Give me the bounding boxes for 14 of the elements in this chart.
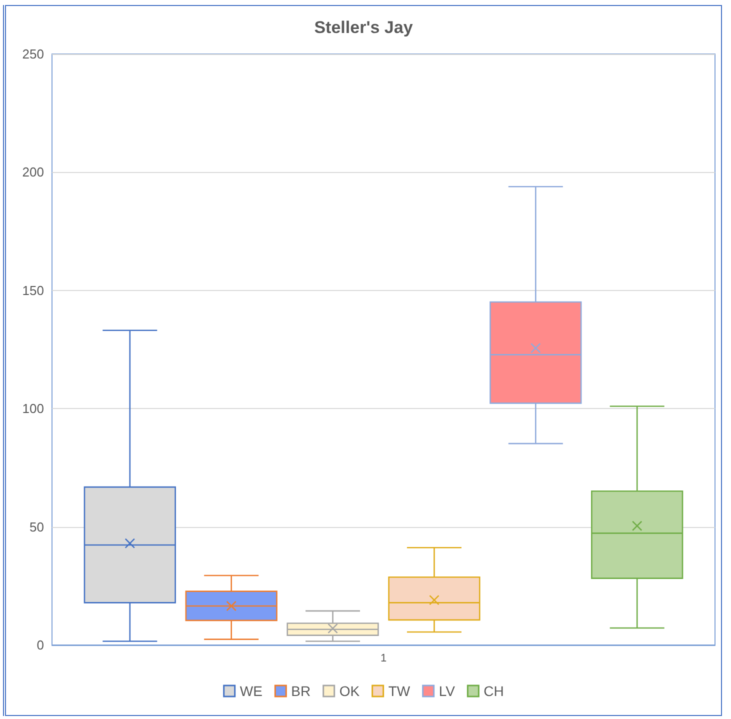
y-tick-label: 50 [30,519,44,534]
y-tick-label: 150 [22,282,44,298]
legend-label: LV [438,683,456,699]
x-tick-label: 1 [380,652,387,664]
y-tick-label: 250 [22,46,44,62]
legend-label: WE [240,683,262,699]
legend-label: TW [388,683,411,699]
y-tick-label: 0 [36,638,44,652]
y-tick-label: 100 [22,401,44,416]
y-tick-label: 200 [22,164,44,180]
legend-label: BR [291,683,311,699]
legend-label: OK [339,683,360,699]
chart-title: Steller's Jay [314,18,414,37]
legend-label: CH [484,683,504,699]
